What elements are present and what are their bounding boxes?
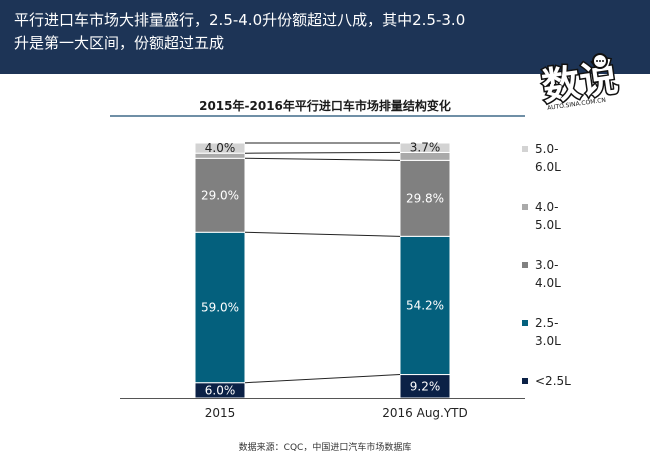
connector-line-0 <box>244 374 401 384</box>
bar-segment-0-1 <box>194 231 246 384</box>
connector-line-3 <box>244 151 401 154</box>
bar-segment-1-2 <box>399 159 451 237</box>
bar-segment-0-2 <box>194 157 246 233</box>
header-text: 平行进口车市场大排量盛行，2.5-4.0升份额超过八成，其中2.5-3.0升是第… <box>14 11 466 52</box>
chart-title: 2015年-2016年平行进口车市场排量结构变化 <box>199 99 451 113</box>
legend-item-3: 4.0- 5.0L <box>522 198 632 234</box>
bar-segment-0-4 <box>194 142 246 154</box>
legend-swatch-4 <box>522 146 528 152</box>
legend-swatch-2 <box>522 262 528 268</box>
bar-segment-1-1 <box>399 235 451 376</box>
data-label-0-1: 59.0% <box>201 300 239 314</box>
legend-item-0: <2.5L <box>522 372 632 390</box>
data-label-1-4: 3.7% <box>410 141 441 155</box>
x-tick-label-1: 2016 Aug.YTD <box>382 406 468 420</box>
sina-data-logo: 数说 AUTO.SINA.COM.CN <box>538 53 622 110</box>
x-tick-label-0: 2015 <box>205 406 236 420</box>
legend-item-1: 2.5- 3.0L <box>522 314 632 350</box>
legend-label-0: <2.5L <box>535 374 571 388</box>
legend-swatch-3 <box>522 204 528 210</box>
bar-segment-1-4 <box>399 142 451 153</box>
legend-item-2: 3.0- 4.0L <box>522 256 632 292</box>
data-label-1-1: 54.2% <box>406 298 444 312</box>
legend-label-4: 5.0- 6.0L <box>535 142 561 174</box>
title-underline <box>110 115 525 117</box>
data-label-1-0: 9.2% <box>410 379 441 393</box>
legend-swatch-1 <box>522 320 528 326</box>
data-label-0-2: 29.0% <box>201 188 239 202</box>
legend-item-4: 5.0- 6.0L <box>522 140 632 176</box>
data-label-0-0: 6.0% <box>205 383 236 397</box>
legend-label-3: 4.0- 5.0L <box>535 200 561 232</box>
legend-swatch-0 <box>522 378 528 384</box>
connector-line-1 <box>244 231 401 237</box>
legend-label-2: 3.0- 4.0L <box>535 258 561 290</box>
legend-label-1: 2.5- 3.0L <box>535 316 561 348</box>
page-header: 平行进口车市场大排量盛行，2.5-4.0升份额超过八成，其中2.5-3.0升是第… <box>0 0 650 74</box>
source-note: 数据来源：CQC，中国进口汽车市场数据库 <box>238 443 412 453</box>
data-label-0-4: 4.0% <box>205 141 236 155</box>
connector-line-2 <box>244 157 401 161</box>
data-label-1-2: 29.8% <box>406 191 444 205</box>
